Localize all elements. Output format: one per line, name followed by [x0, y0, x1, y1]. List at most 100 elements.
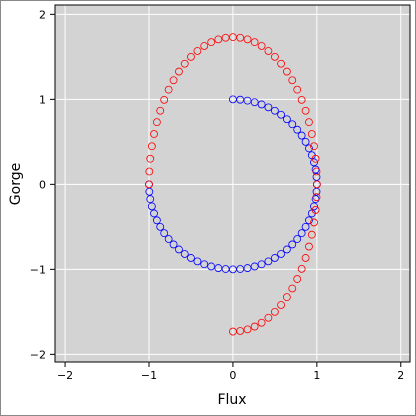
- point: [282, 115, 291, 124]
- point: [193, 257, 202, 266]
- point: [297, 229, 306, 238]
- y-tick-label: −1: [30, 263, 46, 276]
- point: [164, 85, 173, 94]
- point: [160, 95, 169, 104]
- point: [288, 76, 297, 85]
- point: [264, 103, 273, 112]
- point: [277, 301, 285, 309]
- point: [250, 98, 259, 107]
- point: [264, 47, 273, 55]
- y-axis-title: Gorge: [8, 163, 24, 205]
- point: [250, 262, 259, 271]
- point: [270, 254, 279, 262]
- point: [312, 167, 321, 176]
- point: [175, 245, 183, 254]
- point: [312, 187, 321, 196]
- point: [301, 137, 310, 146]
- point: [221, 33, 230, 42]
- point: [180, 59, 189, 68]
- y-tick-label: 1: [39, 93, 46, 106]
- point: [293, 235, 302, 243]
- point: [207, 38, 216, 47]
- point: [152, 118, 161, 127]
- point: [307, 130, 316, 138]
- point: [207, 262, 216, 271]
- point: [277, 59, 285, 68]
- point: [243, 264, 252, 272]
- point: [282, 67, 291, 76]
- point: [312, 193, 321, 202]
- point: [310, 202, 318, 211]
- point: [282, 245, 291, 254]
- point: [169, 240, 178, 249]
- point: [250, 322, 259, 331]
- point: [311, 154, 320, 163]
- point: [187, 254, 195, 262]
- x-axis-title: Flux: [217, 392, 246, 408]
- point: [145, 167, 154, 176]
- point: [297, 264, 306, 273]
- point: [310, 218, 318, 227]
- point: [156, 106, 165, 115]
- point: [270, 52, 279, 61]
- point: [145, 180, 153, 189]
- point: [147, 202, 156, 211]
- point: [169, 76, 178, 85]
- plot-border: [54, 4, 411, 363]
- point: [301, 222, 310, 231]
- point: [277, 250, 285, 258]
- point: [187, 52, 195, 61]
- point: [288, 120, 297, 129]
- point: [293, 275, 302, 283]
- point: [257, 318, 266, 327]
- point: [156, 222, 165, 231]
- point: [293, 85, 302, 94]
- point: [301, 254, 310, 262]
- point: [221, 265, 230, 273]
- point: [310, 142, 318, 151]
- x-tick-label: 0: [229, 369, 236, 382]
- point: [311, 206, 320, 214]
- point: [270, 307, 279, 316]
- point: [243, 325, 252, 334]
- point: [145, 187, 154, 196]
- point: [193, 47, 202, 55]
- point: [288, 284, 297, 293]
- point: [305, 144, 313, 153]
- point: [257, 260, 266, 269]
- point: [214, 264, 223, 272]
- point: [200, 260, 209, 269]
- point: [310, 158, 318, 167]
- point: [180, 250, 189, 258]
- y-tick-label: 0: [39, 178, 46, 191]
- y-tick-label: −2: [30, 348, 46, 361]
- point: [293, 125, 302, 134]
- point: [270, 106, 279, 115]
- point: [277, 110, 285, 119]
- point: [214, 35, 223, 44]
- point: [160, 229, 169, 238]
- point: [146, 195, 155, 204]
- point: [236, 327, 245, 335]
- point: [297, 131, 306, 140]
- point: [146, 154, 155, 163]
- point: [307, 230, 316, 239]
- point: [305, 118, 313, 127]
- point: [150, 130, 158, 138]
- point: [250, 38, 259, 47]
- point: [147, 142, 156, 151]
- point: [305, 216, 313, 225]
- point: [311, 195, 320, 204]
- point: [150, 209, 158, 218]
- point: [297, 95, 306, 104]
- point: [311, 165, 320, 174]
- point: [282, 293, 291, 302]
- point: [312, 173, 321, 181]
- point: [200, 42, 209, 50]
- point: [288, 240, 297, 249]
- point: [236, 95, 245, 104]
- point: [305, 242, 313, 251]
- point: [301, 106, 310, 115]
- x-tick-label: −2: [57, 369, 73, 382]
